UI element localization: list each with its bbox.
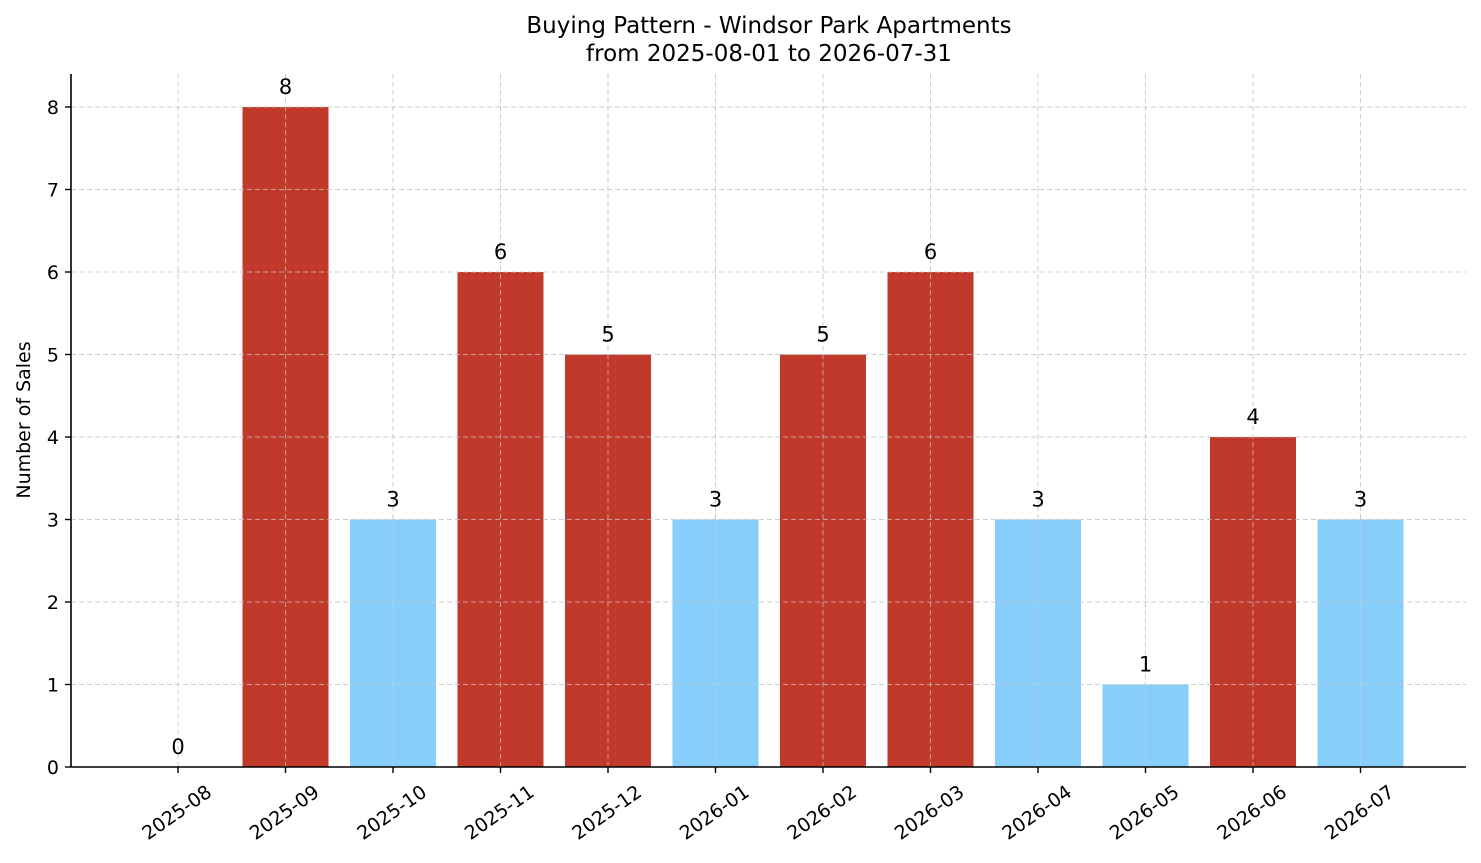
x-tick-label: 2026-03 — [891, 781, 969, 845]
x-tick-label: 2025-12 — [568, 781, 646, 845]
bar — [565, 354, 651, 767]
x-tick-label: 2026-04 — [998, 781, 1076, 845]
bars — [71, 74, 1466, 767]
bar-data-label: 1 — [1139, 653, 1152, 677]
chart-title: Buying Pattern - Windsor Park Apartments — [526, 13, 1011, 39]
bar — [780, 354, 866, 767]
y-tick-label: 4 — [47, 427, 59, 449]
x-tick-label: 2026-05 — [1106, 781, 1184, 845]
x-tick-label: 2025-08 — [138, 781, 216, 845]
x-tick-label: 2025-09 — [246, 781, 324, 845]
y-tick-label: 8 — [47, 97, 59, 119]
bar-data-label: 8 — [279, 75, 292, 99]
y-tick-label: 7 — [47, 180, 59, 202]
y-tick-label: 0 — [47, 757, 59, 779]
y-tick-label: 1 — [47, 675, 59, 697]
y-tick-label: 3 — [47, 510, 59, 532]
bar-data-label: 6 — [494, 240, 507, 264]
bar-data-label: 4 — [1246, 405, 1259, 429]
bar-data-label: 3 — [1354, 488, 1367, 512]
axes — [65, 74, 1466, 773]
x-tick-label: 2026-06 — [1213, 781, 1291, 845]
x-tick-label: 2026-07 — [1321, 781, 1399, 845]
x-tick-label: 2025-11 — [461, 781, 539, 845]
y-tick-label: 6 — [47, 262, 59, 284]
bar-data-label: 3 — [386, 488, 399, 512]
y-tick-label: 2 — [47, 592, 59, 614]
bar-data-label: 3 — [709, 488, 722, 512]
y-tick-label: 5 — [47, 345, 59, 367]
x-tick-label: 2025-10 — [353, 781, 431, 845]
bar-data-label: 3 — [1031, 488, 1044, 512]
chart-subtitle: from 2025-08-01 to 2026-07-31 — [586, 41, 952, 67]
y-axis-label: Number of Sales — [13, 341, 35, 498]
bar-data-label: 0 — [171, 735, 184, 759]
bar-data-label: 6 — [924, 240, 937, 264]
bar-data-label: 5 — [816, 323, 829, 347]
bar-data-label: 5 — [601, 323, 614, 347]
x-tick-label: 2026-02 — [783, 781, 861, 845]
x-tick-label: 2026-01 — [676, 781, 754, 845]
